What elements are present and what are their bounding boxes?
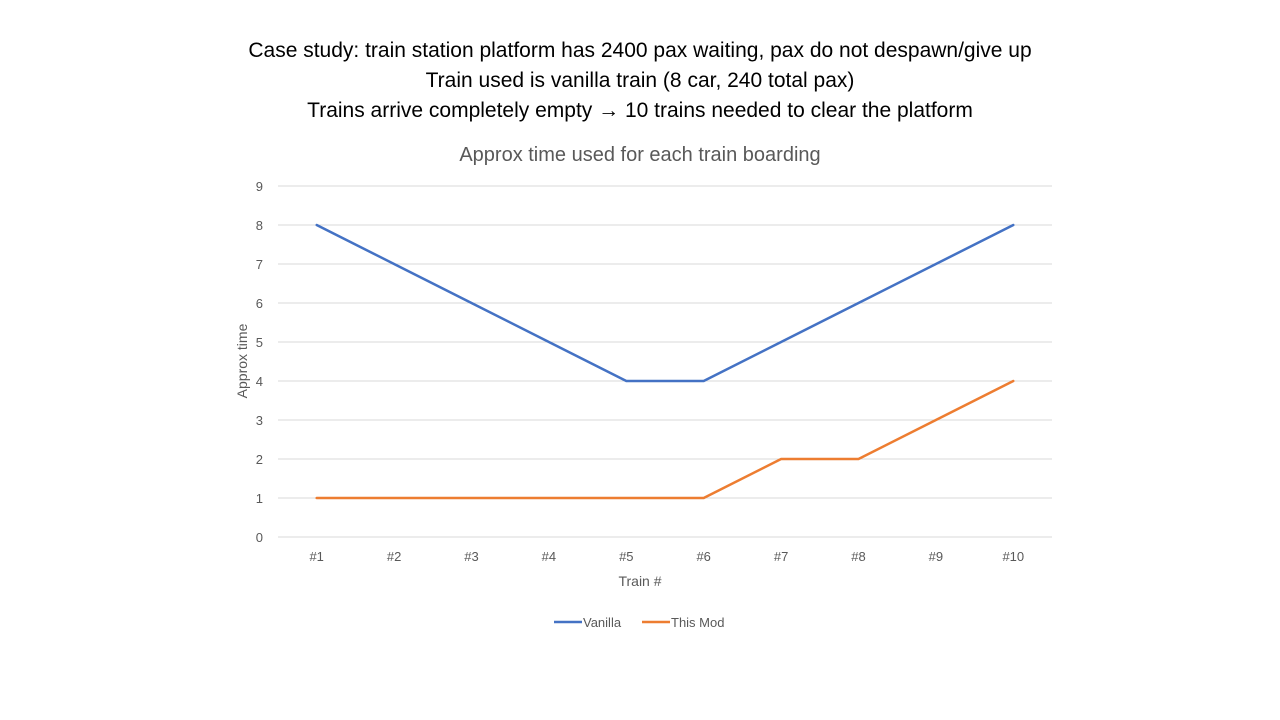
x-tick-label: #9 (929, 549, 943, 564)
y-axis-label: Approx time (234, 323, 250, 398)
x-tick-label: #7 (774, 549, 788, 564)
chart-title: Approx time used for each train boarding (459, 144, 820, 166)
y-tick-label: 5 (256, 335, 263, 350)
legend: Vanilla This Mod (554, 615, 724, 630)
x-tick-label: #5 (619, 549, 633, 564)
y-tick-label: 3 (256, 413, 263, 428)
heading-line-2: Train used is vanilla train (8 car, 240 … (425, 69, 855, 92)
series-line-vanilla (315, 223, 1015, 383)
y-tick-label: 4 (256, 374, 263, 389)
x-tick-label: #8 (851, 549, 865, 564)
x-axis-ticks: #1 #2 #3 #4 #5 #6 #7 #8 #9 #10 (309, 549, 1024, 564)
gridlines (278, 185, 1052, 538)
legend-item: Vanilla (554, 615, 622, 630)
y-tick-label: 6 (256, 296, 263, 311)
y-tick-label: 8 (256, 218, 263, 233)
x-axis-label: Train # (618, 573, 661, 589)
heading-line-1: Case study: train station platform has 2… (248, 39, 1032, 62)
case-study-heading: Case study: train station platform has 2… (0, 36, 1280, 126)
y-tick-label: 9 (256, 179, 263, 194)
y-tick-label: 0 (256, 530, 263, 545)
x-tick-label: #4 (542, 549, 556, 564)
legend-item: This Mod (642, 615, 724, 630)
x-tick-label: #2 (387, 549, 401, 564)
series-lines (315, 223, 1015, 500)
x-tick-label: #3 (464, 549, 478, 564)
y-tick-label: 2 (256, 452, 263, 467)
y-axis-ticks: 0 1 2 3 4 5 6 7 8 9 (256, 179, 263, 545)
y-tick-label: 1 (256, 491, 263, 506)
series-line-this-mod (315, 379, 1015, 500)
x-tick-label: #1 (309, 549, 323, 564)
x-tick-label: #6 (696, 549, 710, 564)
legend-label: Vanilla (583, 615, 622, 630)
heading-line-3: Trains arrive completely empty → 10 trai… (307, 99, 973, 122)
x-tick-label: #10 (1002, 549, 1024, 564)
y-tick-label: 7 (256, 257, 263, 272)
legend-label: This Mod (671, 615, 724, 630)
